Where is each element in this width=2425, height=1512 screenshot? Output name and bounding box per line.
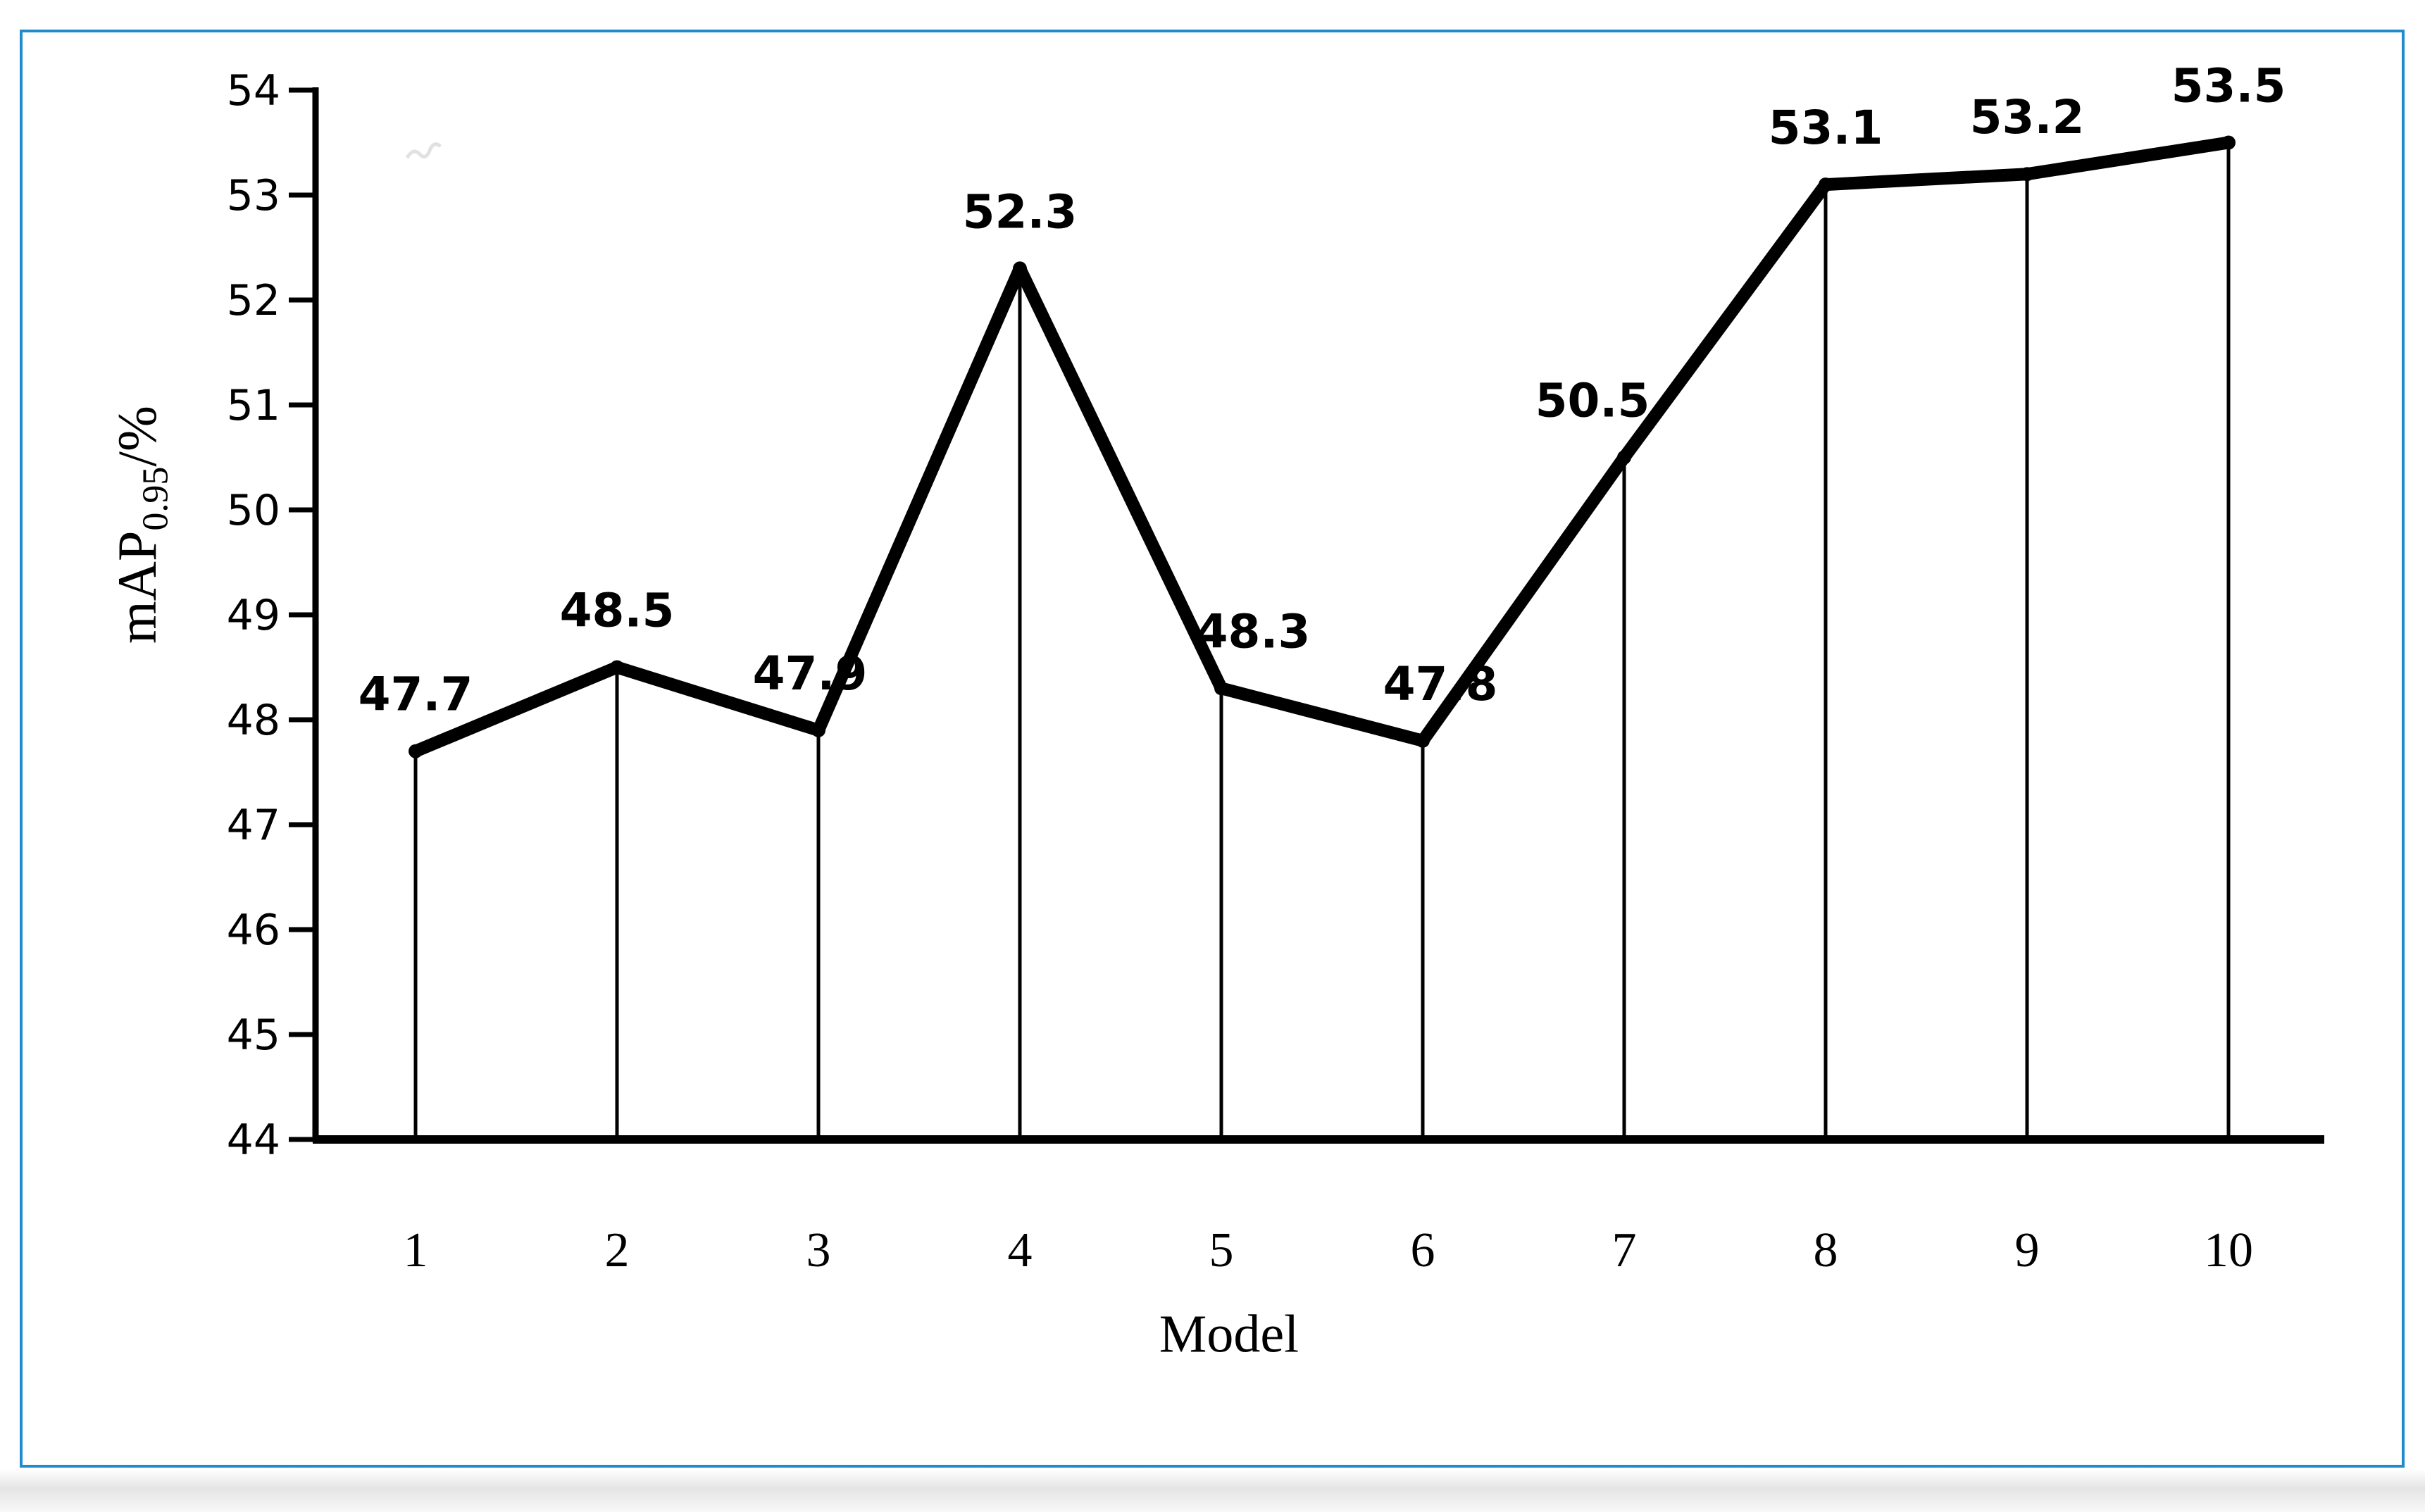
svg-text:2: 2 <box>605 1223 630 1277</box>
svg-text:6: 6 <box>1411 1223 1435 1277</box>
svg-text:50: 50 <box>227 486 280 535</box>
svg-text:44: 44 <box>227 1116 280 1165</box>
svg-text:4: 4 <box>1008 1223 1033 1277</box>
svg-text:48.3: 48.3 <box>1196 604 1311 658</box>
svg-text:51: 51 <box>227 381 280 430</box>
data-point-labels: 47.7 48.5 47.9 52.3 48.3 47.8 50.5 53.1 53.2 53.5 <box>359 59 2286 722</box>
x-tick-labels: 1 2 3 4 5 6 7 8 9 10 <box>404 1223 2254 1277</box>
y-axis-title-suffix: /% <box>106 405 168 467</box>
svg-text:53.5: 53.5 <box>2171 59 2286 113</box>
svg-text:8: 8 <box>1814 1223 1838 1277</box>
svg-text:53.2: 53.2 <box>1970 90 2085 144</box>
svg-text:7: 7 <box>1612 1223 1637 1277</box>
faint-squiggle-mark <box>405 142 442 159</box>
svg-text:46: 46 <box>227 906 280 955</box>
svg-text:54: 54 <box>227 66 280 115</box>
y-tick-labels: 44 45 46 47 48 49 50 51 52 53 54 <box>227 66 280 1165</box>
svg-text:47: 47 <box>227 801 280 850</box>
svg-text:45: 45 <box>227 1011 280 1060</box>
y-tick-marks <box>289 87 316 1142</box>
svg-text:5: 5 <box>1209 1223 1234 1277</box>
page-bottom-shadow <box>0 1469 2425 1512</box>
drop-lines <box>413 142 2231 1139</box>
svg-text:47.9: 47.9 <box>753 646 868 701</box>
svg-text:48: 48 <box>227 696 280 745</box>
svg-text:53: 53 <box>227 171 280 220</box>
svg-text:48.5: 48.5 <box>560 584 675 638</box>
y-axis-title-main: mAP <box>106 530 168 644</box>
svg-text:49: 49 <box>227 591 280 640</box>
svg-text:9: 9 <box>2015 1223 2040 1277</box>
svg-text:47.7: 47.7 <box>359 668 473 722</box>
svg-text:10: 10 <box>2204 1223 2253 1277</box>
svg-text:52: 52 <box>227 276 280 325</box>
series-markers <box>409 135 2236 758</box>
svg-text:50.5: 50.5 <box>1535 374 1650 428</box>
series-line <box>409 136 2235 758</box>
svg-text:1: 1 <box>404 1223 428 1277</box>
svg-text:47.8: 47.8 <box>1383 657 1498 711</box>
svg-text:53.1: 53.1 <box>1769 101 1883 155</box>
svg-text:52.3: 52.3 <box>963 185 1078 239</box>
svg-text:3: 3 <box>806 1223 831 1277</box>
x-axis-title: Model <box>1159 1304 1299 1364</box>
y-axis-title-subscript: 0.95 <box>135 466 176 531</box>
y-axis-title: mAP0.95/% <box>106 405 176 644</box>
